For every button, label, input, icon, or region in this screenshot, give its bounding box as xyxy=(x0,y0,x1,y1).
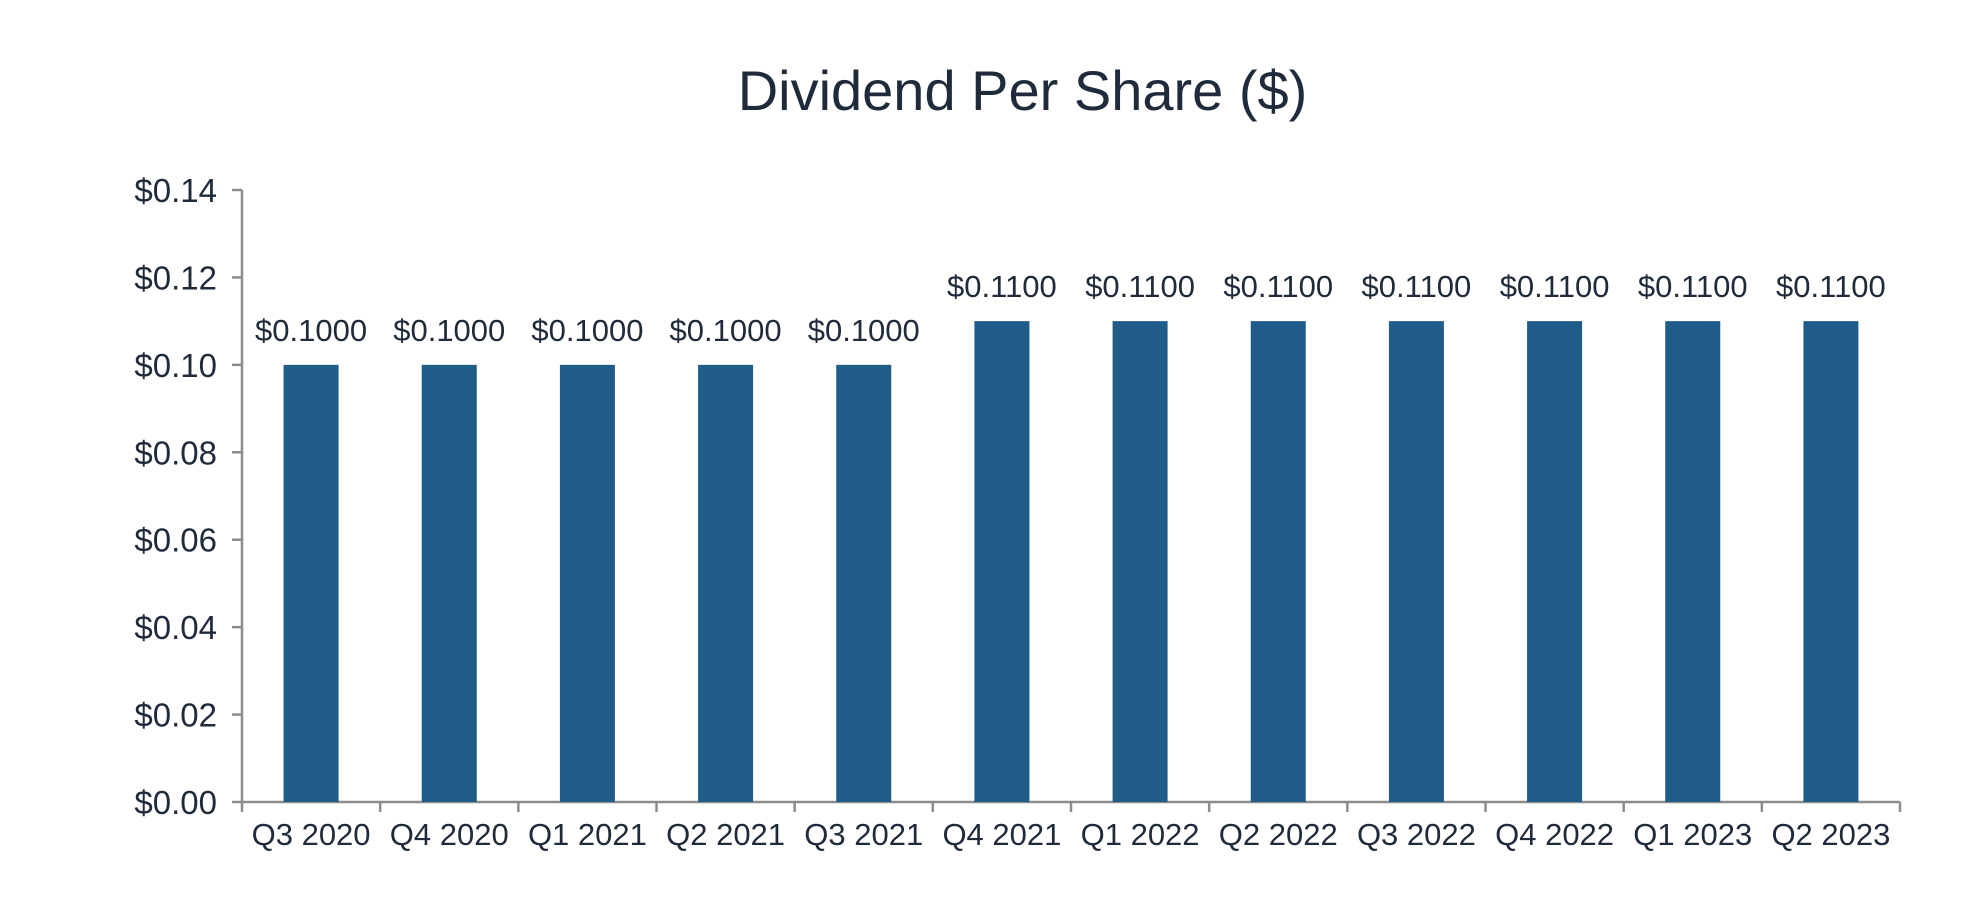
data-label: $0.1000 xyxy=(393,313,505,348)
y-tick-label: $0.04 xyxy=(134,609,217,646)
y-tick-label: $0.02 xyxy=(134,697,217,734)
bar xyxy=(1803,321,1859,802)
x-tick-label: Q2 2021 xyxy=(666,817,785,852)
x-tick-label: Q3 2020 xyxy=(252,817,371,852)
data-label: $0.1100 xyxy=(1500,269,1610,304)
bar xyxy=(698,364,754,802)
x-tick-label: Q2 2022 xyxy=(1219,817,1338,852)
data-labels: $0.1000 $0.1000 $0.1000 $0.1000 $0.1000 $0.11… xyxy=(255,269,1886,348)
x-tick-label: Q4 2020 xyxy=(390,817,509,852)
bar xyxy=(1388,321,1444,802)
y-tick-label: $0.14 xyxy=(134,172,217,209)
bar xyxy=(1112,321,1168,802)
bar xyxy=(421,364,477,802)
data-label: $0.1000 xyxy=(531,313,643,348)
chart-title: Dividend Per Share ($) xyxy=(737,59,1308,122)
data-label: $0.1100 xyxy=(1638,269,1748,304)
y-tick-label: $0.12 xyxy=(134,259,217,296)
data-label: $0.1100 xyxy=(1362,269,1472,304)
x-tick-label: Q3 2021 xyxy=(804,817,923,852)
x-axis: Q3 2020 Q4 2020 Q1 2021 Q2 2021 Q3 2021 Q4 20… xyxy=(240,800,1902,852)
bar xyxy=(1250,321,1306,802)
bar xyxy=(836,364,892,802)
data-label: $0.1000 xyxy=(670,313,782,348)
y-tick-label: $0.00 xyxy=(134,784,217,821)
bar xyxy=(1665,321,1721,802)
bars xyxy=(283,321,1859,802)
x-tick-label: Q4 2021 xyxy=(942,817,1061,852)
data-label: $0.1000 xyxy=(255,313,367,348)
data-label: $0.1100 xyxy=(1223,269,1333,304)
data-label: $0.1100 xyxy=(1776,269,1886,304)
bar xyxy=(1527,321,1583,802)
x-tick-label: Q1 2023 xyxy=(1633,817,1752,852)
x-tick-label: Q1 2022 xyxy=(1081,817,1200,852)
bar xyxy=(974,321,1030,802)
x-tick-label: Q4 2022 xyxy=(1495,817,1614,852)
y-tick-label: $0.10 xyxy=(134,347,217,384)
x-tick-label: Q1 2021 xyxy=(528,817,647,852)
x-tick-label: Q2 2023 xyxy=(1771,817,1890,852)
y-tick-label: $0.08 xyxy=(134,434,217,471)
bar xyxy=(283,364,339,802)
data-label: $0.1100 xyxy=(947,269,1057,304)
data-label: $0.1000 xyxy=(808,313,920,348)
bar xyxy=(559,364,615,802)
data-label: $0.1100 xyxy=(1085,269,1195,304)
x-tick-label: Q3 2022 xyxy=(1357,817,1476,852)
y-tick-label: $0.06 xyxy=(134,522,217,559)
y-axis: $0.00 $0.02 $0.04 $0.06 $0.08 $0.10 $0.12 $0.14 xyxy=(134,172,244,821)
